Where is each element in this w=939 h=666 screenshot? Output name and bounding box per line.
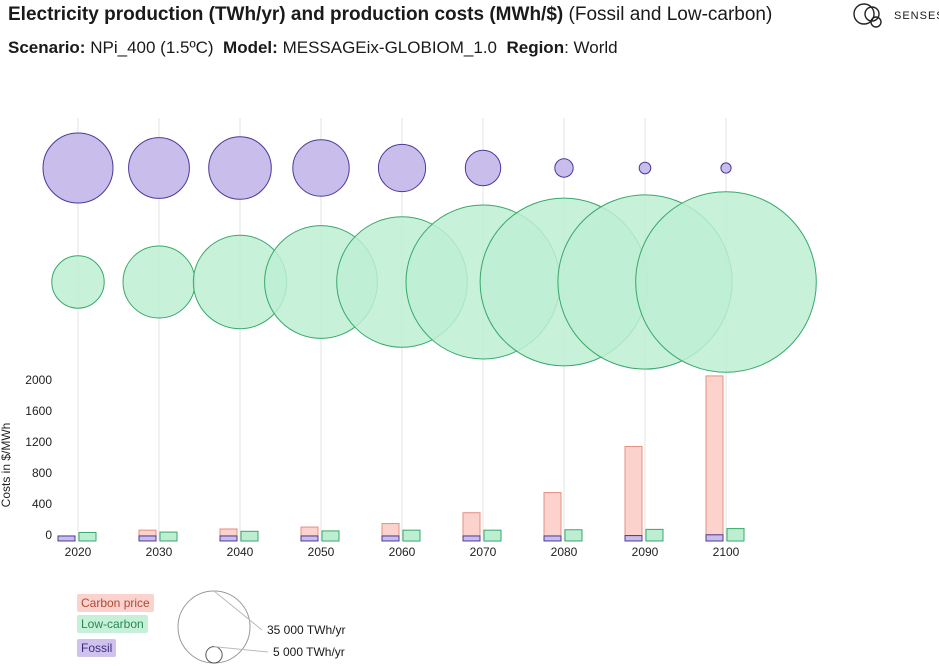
chart-title-qualifier: (Fossil and Low-carbon) (568, 4, 773, 25)
chart-subtitle: Scenario: NPi_400 (1.5ºC) Model: MESSAGE… (8, 38, 618, 58)
fossil-bubble (554, 158, 574, 178)
fossil-bubble (42, 132, 114, 204)
y-tick-label: 2000 (25, 373, 52, 387)
low-carbon-cost-bar (159, 531, 178, 542)
carbon-price-bar (462, 512, 481, 537)
y-tick-label: 1600 (25, 404, 52, 418)
scenario-label: Scenario: (8, 38, 86, 57)
x-tick-label: 2050 (308, 545, 335, 559)
model-value: MESSAGEix-GLOBIOM_1.0 (282, 38, 498, 57)
legend-low-carbon: Low-carbon (77, 615, 148, 633)
x-tick-label: 2080 (551, 545, 578, 559)
low-carbon-cost-bar (483, 529, 502, 542)
carbon-price-bar (219, 528, 238, 537)
size-legend-small-label: 5 000 TWh/yr (273, 645, 345, 659)
fossil-bubble (377, 143, 427, 193)
x-tick-label: 2040 (227, 545, 254, 559)
y-tick-label: 0 (45, 528, 52, 542)
carbon-price-bar (624, 445, 643, 537)
low-carbon-cost-bar (240, 530, 259, 542)
x-tick-label: 2060 (389, 545, 416, 559)
scenario-value: NPi_400 (1.5ºC) (90, 38, 214, 57)
senses-logo: SENSES (852, 2, 939, 30)
region-label: Region (506, 38, 565, 57)
low-carbon-bubble (122, 245, 196, 319)
low-carbon-bubble (51, 255, 105, 309)
senses-logo-icon (853, 3, 882, 28)
y-tick-label: 400 (32, 497, 52, 511)
fossil-cost-bar (705, 534, 724, 542)
fossil-bubble (720, 162, 732, 174)
fossil-cost-bar (219, 535, 238, 542)
fossil-cost-bar (624, 535, 643, 542)
fossil-bubble (464, 149, 502, 187)
x-tick-label: 2070 (470, 545, 497, 559)
low-carbon-cost-bar (726, 528, 745, 542)
fossil-cost-bar (543, 535, 562, 542)
size-legend-large-leader (213, 590, 263, 631)
y-axis-label: Costs in $/MWh (0, 423, 13, 508)
x-tick-label: 2090 (632, 545, 659, 559)
fossil-bubble (208, 136, 272, 200)
size-legend-small-circle (205, 646, 223, 664)
low-carbon-cost-bar (564, 529, 583, 542)
region-value: : World (564, 38, 618, 57)
fossil-cost-bar (381, 535, 400, 542)
size-legend-small-leader (213, 646, 269, 653)
fossil-cost-bar (462, 535, 481, 542)
legend-fossil: Fossil (77, 639, 117, 657)
low-carbon-cost-bar (645, 528, 664, 542)
legend-carbon-price: Carbon price (77, 594, 154, 612)
x-tick-label: 2100 (713, 545, 740, 559)
carbon-price-bar (543, 492, 562, 537)
fossil-bubble (292, 139, 350, 197)
chart-title: Electricity production (TWh/yr) and prod… (8, 4, 772, 26)
fossil-bubble (128, 137, 190, 199)
y-tick-label: 800 (32, 466, 52, 480)
y-tick-label: 1200 (25, 435, 52, 449)
senses-logo-text: SENSES (894, 10, 939, 22)
low-carbon-bubble (635, 191, 817, 373)
carbon-price-bar (300, 526, 319, 537)
low-carbon-cost-bar (402, 529, 421, 542)
carbon-price-bar (138, 529, 157, 537)
size-legend-large-circle (177, 590, 251, 664)
chart-title-main: Electricity production (TWh/yr) and prod… (8, 4, 564, 25)
carbon-price-bar (381, 523, 400, 537)
low-carbon-cost-bar (321, 530, 340, 542)
size-legend-large-label: 35 000 TWh/yr (267, 623, 346, 637)
x-tick-label: 2030 (146, 545, 173, 559)
low-carbon-cost-bar (78, 531, 97, 542)
fossil-cost-bar (300, 535, 319, 542)
fossil-bubble (638, 161, 652, 175)
carbon-price-bar (705, 375, 724, 536)
fossil-cost-bar (138, 535, 157, 542)
model-label: Model: (223, 38, 278, 57)
x-tick-label: 2020 (65, 545, 92, 559)
fossil-cost-bar (57, 535, 76, 542)
